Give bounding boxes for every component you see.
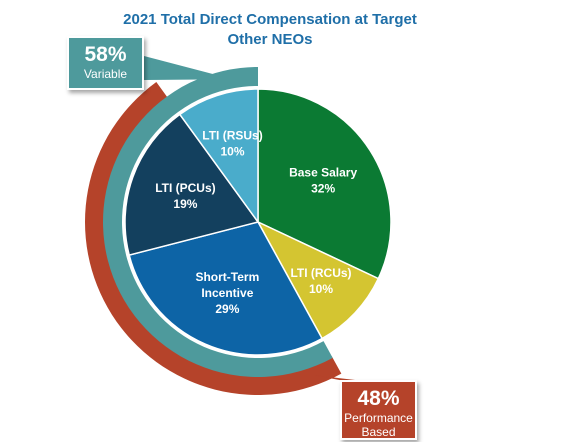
slice-label-0-line-1: 32% — [311, 182, 335, 196]
chart-title: 2021 Total Direct Compensation at Target… — [0, 10, 540, 50]
slice-label-2: Short-Term Incentive 29% — [195, 270, 259, 316]
slice-label-3: LTI (PCUs) 19% — [155, 181, 215, 211]
pie-slice-1 — [256, 220, 380, 340]
performance-callout-pct: 48% — [357, 387, 400, 410]
slice-layer — [124, 88, 392, 356]
slice-label-1: LTI (RCUs) 10% — [290, 266, 351, 296]
variable-callout-pct: 58% — [84, 43, 127, 66]
pie-slice-2 — [128, 221, 324, 356]
slice-label-2-line-2: 29% — [215, 302, 239, 316]
slice-label-4-line-0: LTI (RSUs) — [202, 129, 262, 143]
performance-callout-label-2: Based — [361, 425, 396, 439]
pie-slice-4 — [178, 88, 259, 225]
slice-label-4: LTI (RSUs) 10% — [202, 129, 262, 159]
variable-callout: 58% Variable — [67, 36, 144, 90]
performance-callout-label-1: Performance — [344, 411, 413, 425]
slice-label-0-line-0: Base Salary — [289, 166, 357, 180]
slice-label-0: Base Salary 32% — [289, 166, 357, 196]
slice-label-2-line-1: Incentive — [201, 286, 253, 300]
chart-title-line-2: Other NEOs — [227, 31, 313, 48]
variable-callout-pointer — [144, 56, 233, 80]
performance-callout: 48% Performance Based — [340, 380, 417, 440]
variable-callout-label: Variable — [83, 67, 128, 81]
slice-label-1-line-0: LTI (RCUs) — [290, 266, 351, 280]
chart-title-line-1: 2021 Total Direct Compensation at Target — [123, 11, 417, 28]
slice-label-4-line-1: 10% — [221, 145, 245, 159]
slice-label-1-line-1: 10% — [309, 282, 333, 296]
slice-label-3-line-1: 19% — [173, 197, 197, 211]
pie-slice-3 — [124, 113, 260, 256]
slice-label-2-line-0: Short-Term — [195, 270, 259, 284]
slice-label-3-line-0: LTI (PCUs) — [155, 181, 215, 195]
label-layer: Base Salary 32% LTI (RCUs) 10% Short-Term Inc… — [155, 129, 357, 316]
pie-slice-0 — [257, 88, 392, 280]
